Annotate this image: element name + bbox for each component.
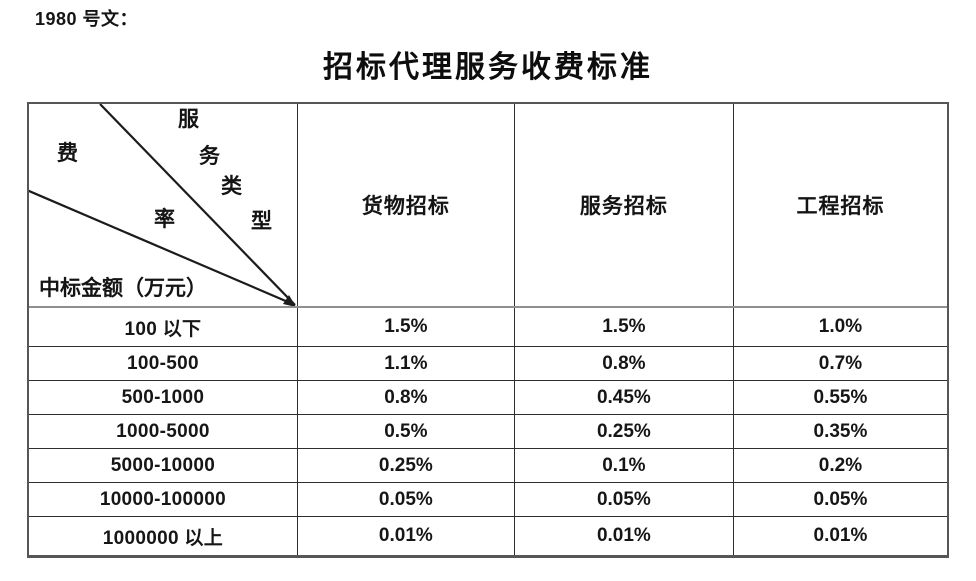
arrowhead-icon: [283, 295, 296, 306]
rate-cell: 0.25%: [515, 415, 734, 448]
doc-number: 1980 号文：: [35, 9, 139, 29]
row-range-label: 10000-100000: [29, 483, 298, 516]
rate-cell: 0.8%: [515, 347, 734, 380]
rate-cell: 0.35%: [813, 420, 868, 442]
corner-char-rate: 率: [154, 207, 175, 231]
column-header-goods: 货物招标: [298, 104, 515, 306]
table-row: 100-500 1.1% 0.8% 0.7%: [29, 347, 947, 381]
table-row: 100 以下 1.5% 1.5% 1.0%: [29, 308, 947, 347]
page-title: 招标代理服务收费标准: [323, 51, 653, 84]
rate-cell: 0.01%: [813, 525, 868, 546]
rate-cell: 0.2%: [818, 454, 863, 476]
corner-char-service-type: 型: [251, 209, 272, 233]
table-row: 10000-100000 0.05% 0.05% 0.05%: [29, 483, 947, 517]
rate-cell: 0.05%: [298, 483, 515, 516]
corner-char-service-type: 类: [221, 174, 242, 198]
rate-cell: 1.1%: [298, 347, 515, 380]
column-header-engineering: 工程招标: [796, 194, 885, 218]
row-axis-label: 中标金额（万元）: [39, 276, 207, 300]
table-row: 500-1000 0.8% 0.45% 0.55%: [29, 381, 947, 415]
rate-cell: 0.01%: [298, 517, 515, 555]
rate-cell: 0.05%: [515, 483, 734, 516]
row-range-label: 5000-10000: [29, 449, 298, 482]
rate-cell: 0.45%: [515, 381, 734, 414]
table-row: 5000-10000 0.25% 0.1% 0.2%: [29, 449, 947, 483]
fee-standard-table: 服 务 类 型 费 率 中标金额（万元） 货物招标 服务招标 工程招标 100 …: [27, 102, 949, 558]
table-row: 1000000 以上 0.01% 0.01% 0.01%: [29, 517, 947, 555]
corner-char-service-type: 服: [178, 107, 199, 131]
corner-cell: 服 务 类 型 费 率 中标金额（万元）: [29, 104, 298, 306]
rate-cell: 1.5%: [515, 308, 734, 346]
rate-cell: 0.8%: [298, 381, 515, 414]
rate-cell: 0.25%: [298, 449, 515, 482]
table-row: 1000-5000 0.5% 0.25% 0.35%: [29, 415, 947, 449]
rate-cell: 0.05%: [813, 488, 868, 510]
corner-char-rate: 费: [57, 141, 78, 165]
rate-cell: 0.7%: [818, 352, 863, 374]
corner-char-service-type: 务: [199, 144, 220, 168]
column-header-service: 服务招标: [515, 104, 734, 306]
rate-cell: 0.5%: [298, 415, 515, 448]
row-range-label: 100-500: [29, 347, 298, 380]
table-header-row: 服 务 类 型 费 率 中标金额（万元） 货物招标 服务招标 工程招标: [29, 104, 947, 308]
row-range-label: 500-1000: [29, 381, 298, 414]
diagonal-lines: [29, 104, 296, 306]
row-range-label: 1000000 以上: [29, 517, 298, 555]
rate-cell: 0.1%: [515, 449, 734, 482]
rate-cell: 1.0%: [818, 316, 863, 337]
rate-cell: 0.01%: [515, 517, 734, 555]
row-range-label: 100 以下: [29, 308, 298, 346]
rate-cell: 1.5%: [298, 308, 515, 346]
row-range-label: 1000-5000: [29, 415, 298, 448]
rate-cell: 0.55%: [813, 386, 868, 408]
